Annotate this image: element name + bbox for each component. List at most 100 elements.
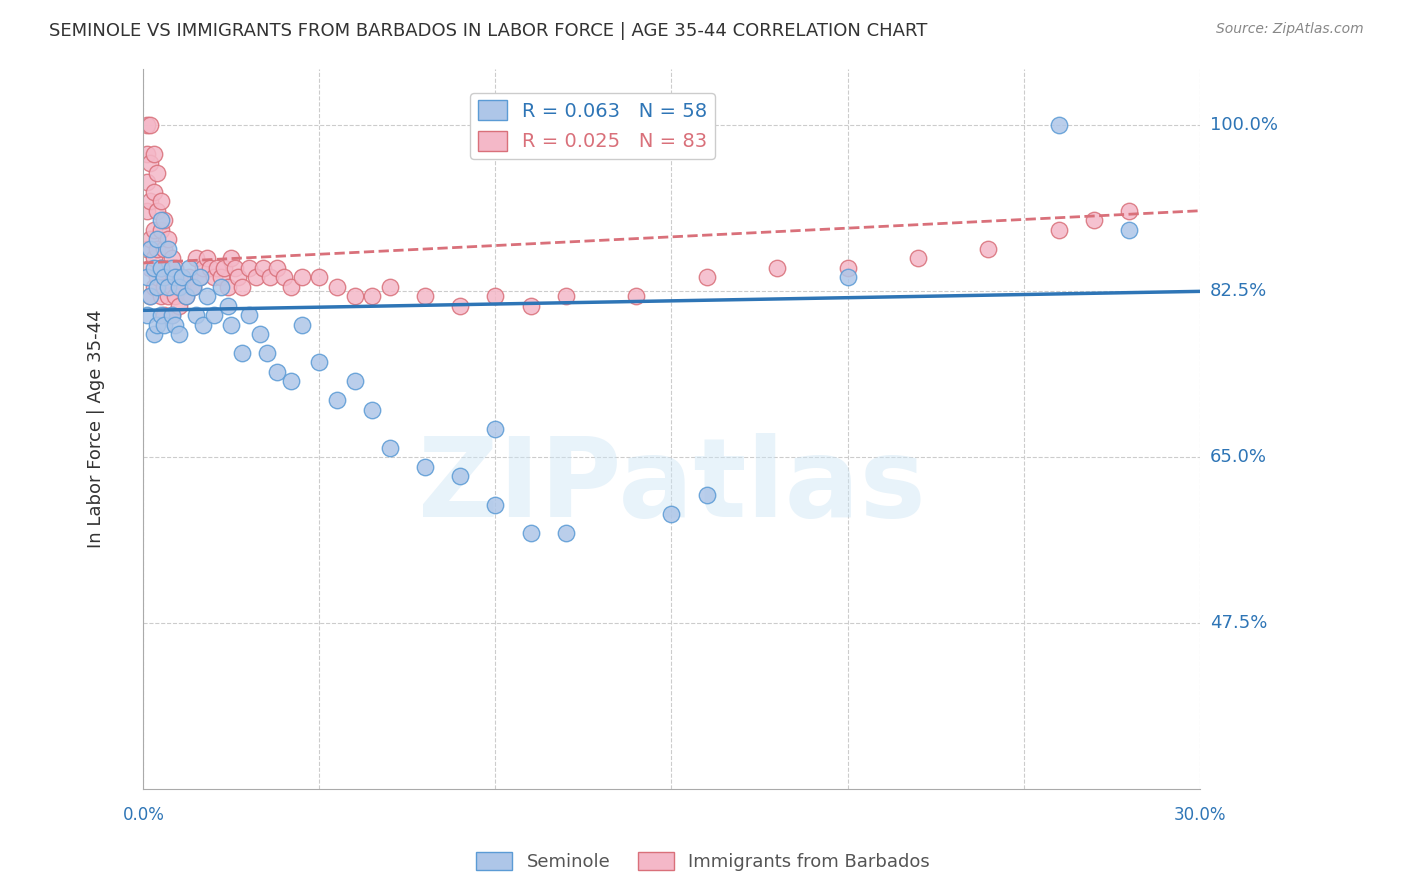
Point: [177, 260, 200, 275]
Legend: Seminole, Immigrants from Barbados: Seminole, Immigrants from Barbados: [470, 845, 936, 879]
Point: [308, 355, 330, 369]
Point: [1118, 203, 1140, 218]
Point: [238, 308, 260, 322]
Point: [153, 242, 176, 256]
Point: [149, 194, 172, 209]
Point: [326, 279, 349, 293]
Point: [139, 289, 162, 303]
Point: [361, 403, 384, 417]
Point: [167, 270, 190, 285]
Point: [273, 270, 295, 285]
Text: ZIPatlas: ZIPatlas: [418, 433, 925, 540]
Text: 82.5%: 82.5%: [1211, 283, 1267, 301]
Point: [266, 365, 288, 379]
Point: [186, 308, 208, 322]
Text: 0.0%: 0.0%: [122, 806, 165, 824]
Point: [193, 318, 215, 332]
Point: [266, 260, 288, 275]
Point: [907, 251, 929, 265]
Point: [167, 326, 190, 341]
Point: [139, 232, 162, 246]
Point: [135, 175, 157, 189]
Point: [160, 260, 183, 275]
Point: [146, 232, 169, 246]
Text: In Labor Force | Age 35-44: In Labor Force | Age 35-44: [87, 310, 105, 549]
Point: [378, 279, 401, 293]
Point: [837, 260, 859, 275]
Point: [174, 289, 197, 303]
Point: [766, 260, 789, 275]
Point: [135, 203, 157, 218]
Point: [156, 232, 179, 246]
Point: [449, 299, 471, 313]
Point: [361, 289, 384, 303]
Point: [186, 251, 208, 265]
Point: [146, 270, 169, 285]
Point: [177, 270, 200, 285]
Point: [291, 270, 314, 285]
Point: [378, 441, 401, 455]
Point: [156, 289, 179, 303]
Point: [149, 213, 172, 227]
Point: [149, 260, 172, 275]
Point: [160, 279, 183, 293]
Point: [231, 346, 253, 360]
Point: [696, 270, 718, 285]
Point: [231, 279, 253, 293]
Point: [1118, 223, 1140, 237]
Point: [174, 289, 197, 303]
Point: [256, 346, 278, 360]
Point: [142, 279, 165, 293]
Point: [156, 242, 179, 256]
Point: [221, 318, 243, 332]
Point: [193, 260, 215, 275]
Text: 47.5%: 47.5%: [1211, 615, 1268, 632]
Point: [160, 308, 183, 322]
Text: 30.0%: 30.0%: [1174, 806, 1226, 824]
Point: [343, 375, 366, 389]
Point: [170, 279, 193, 293]
Point: [626, 289, 648, 303]
Point: [202, 308, 225, 322]
Point: [156, 279, 179, 293]
Point: [167, 279, 190, 293]
Point: [139, 242, 162, 256]
Point: [217, 299, 239, 313]
Point: [238, 260, 260, 275]
Point: [135, 242, 157, 256]
Point: [291, 318, 314, 332]
Point: [142, 185, 165, 199]
Point: [209, 270, 232, 285]
Point: [149, 308, 172, 322]
Point: [142, 260, 165, 275]
Point: [413, 459, 436, 474]
Point: [202, 270, 225, 285]
Point: [153, 213, 176, 227]
Point: [163, 270, 186, 285]
Text: SEMINOLE VS IMMIGRANTS FROM BARBADOS IN LABOR FORCE | AGE 35-44 CORRELATION CHAR: SEMINOLE VS IMMIGRANTS FROM BARBADOS IN …: [49, 22, 928, 40]
Point: [188, 270, 211, 285]
Point: [142, 251, 165, 265]
Point: [308, 270, 330, 285]
Point: [149, 289, 172, 303]
Point: [135, 146, 157, 161]
Point: [156, 260, 179, 275]
Point: [221, 251, 243, 265]
Point: [696, 488, 718, 502]
Point: [484, 289, 506, 303]
Point: [413, 289, 436, 303]
Point: [554, 526, 576, 541]
Point: [163, 318, 186, 332]
Point: [139, 156, 162, 170]
Point: [837, 270, 859, 285]
Point: [188, 270, 211, 285]
Point: [146, 166, 169, 180]
Point: [146, 279, 169, 293]
Point: [1047, 223, 1070, 237]
Point: [142, 223, 165, 237]
Point: [139, 260, 162, 275]
Point: [484, 422, 506, 436]
Point: [163, 260, 186, 275]
Text: Source: ZipAtlas.com: Source: ZipAtlas.com: [1216, 22, 1364, 37]
Point: [153, 308, 176, 322]
